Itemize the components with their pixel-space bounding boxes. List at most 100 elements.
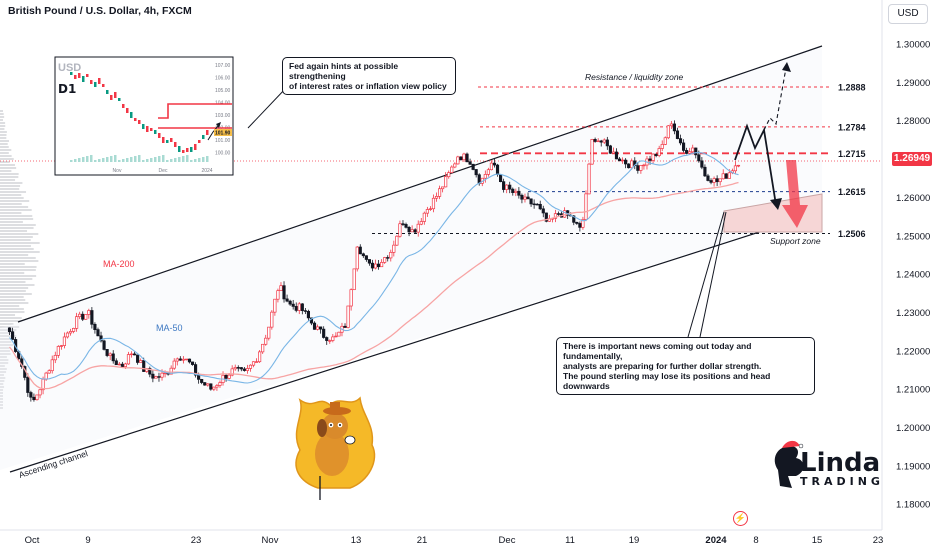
volume-profile-bar: [0, 209, 32, 211]
candle-body: [184, 358, 188, 361]
volume-profile-bar: [0, 191, 27, 193]
volume-profile-bar: [0, 377, 6, 379]
volume-profile-bar: [0, 362, 9, 364]
volume-profile-bar: [0, 353, 11, 355]
inset-candle: [154, 130, 157, 134]
candle-body: [62, 336, 67, 346]
inset-symbol: USD: [58, 62, 81, 74]
candle-body: [279, 285, 283, 292]
news-note: There is important news coming out today…: [556, 337, 815, 395]
inset-candle: [90, 80, 93, 84]
volume-profile-bar: [0, 344, 14, 346]
candle-body: [181, 358, 185, 361]
candle-body: [364, 255, 368, 260]
candle-body: [706, 175, 710, 181]
candle-body: [697, 154, 701, 162]
candle-body: [163, 372, 167, 375]
volume-profile-bar: [0, 386, 5, 388]
fire-dog-mascot: [295, 396, 376, 500]
volume-profile-bar: [0, 194, 22, 196]
candle-body: [416, 223, 420, 233]
candle-body: [386, 257, 390, 259]
candle-body: [190, 361, 195, 365]
candle-body: [44, 372, 48, 380]
volume-profile-bar: [0, 218, 34, 220]
inset-candle: [158, 133, 161, 138]
candle-body: [175, 358, 179, 362]
inset-candle: [94, 82, 97, 87]
time-tick-label: 21: [417, 535, 428, 546]
price-tick-label: 1.28000: [896, 116, 930, 127]
price-tick-label: 1.22000: [896, 346, 930, 357]
channel-lower-line: [9, 211, 823, 473]
volume-profile-bar: [0, 278, 33, 280]
volume-profile-bar: [0, 347, 10, 349]
candle-body: [419, 221, 423, 225]
time-tick-label: 13: [351, 535, 362, 546]
candle-body: [447, 172, 451, 178]
volume-profile-bar: [0, 269, 36, 271]
candle-body: [681, 142, 686, 151]
volume-profile-bar: [0, 317, 22, 319]
candle-body: [47, 370, 51, 374]
inset-candle: [106, 90, 109, 94]
price-tick-label: 1.19000: [896, 461, 930, 472]
candle-body: [157, 376, 161, 378]
ma50-label: MA-50: [156, 323, 183, 333]
chart-title: British Pound / U.S. Dollar, 4h, FXCM: [8, 5, 192, 17]
candle-body: [526, 196, 530, 200]
inset-time-tick: 2024: [201, 168, 212, 174]
candle-body: [581, 219, 585, 228]
volume-profile-bar: [0, 383, 4, 385]
inset-candle: [198, 140, 201, 143]
candle-body: [468, 161, 472, 165]
candle-body: [194, 364, 198, 376]
volume-profile-bar: [0, 359, 9, 361]
candles: [7, 120, 741, 402]
candle-body: [395, 235, 399, 246]
dog-head: [322, 413, 348, 439]
volume-profile-bar: [0, 392, 3, 394]
ma200-line: [8, 181, 739, 390]
candle-body: [367, 259, 372, 264]
volume-profile-bar: [0, 275, 37, 277]
inset-candle: [174, 142, 177, 147]
candle-body: [215, 385, 219, 388]
inset-price-tick: 103.00: [215, 113, 231, 119]
candle-body: [462, 153, 466, 161]
inset-candle: [130, 112, 133, 118]
inset-volume-bar: [146, 159, 149, 162]
time-tick-label: 9: [85, 535, 90, 546]
candle-body: [160, 372, 164, 378]
candle-body: [685, 150, 689, 154]
volume-profile-bar: [0, 200, 30, 202]
news-lightning-icon[interactable]: ⚡: [733, 511, 748, 526]
volume-profile-bar: [0, 302, 29, 304]
candle-body: [129, 353, 134, 356]
volume-profile-bar: [0, 266, 37, 268]
candle-body: [373, 263, 378, 269]
currency-button[interactable]: USD: [888, 4, 928, 24]
candle-body: [666, 125, 670, 139]
candle-body: [614, 151, 619, 160]
candle-body: [709, 180, 713, 183]
candle-body: [431, 197, 436, 210]
candle-body: [331, 336, 335, 341]
candle-body: [325, 337, 329, 341]
candle-body: [102, 340, 106, 350]
price-tick-label: 1.20000: [896, 423, 930, 434]
volume-profile-bar: [0, 296, 24, 298]
inset-volume-bar: [106, 157, 109, 162]
candle-body: [154, 376, 158, 379]
candle-body: [322, 328, 326, 338]
candle-body: [84, 314, 88, 320]
level-label: 1.2888: [838, 82, 866, 92]
candle-body: [358, 246, 362, 255]
candle-body: [724, 173, 728, 179]
volume-profile-bar: [0, 128, 5, 130]
volume-profile-bar: [0, 371, 7, 373]
candle-body: [520, 194, 524, 200]
volume-profile-bar: [0, 140, 9, 142]
